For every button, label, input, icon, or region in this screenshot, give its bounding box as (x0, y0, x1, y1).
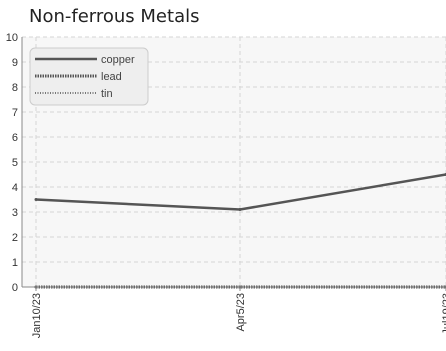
y-tick-label: 0 (12, 282, 18, 294)
y-tick-label: 10 (6, 32, 18, 44)
y-tick-label: 1 (12, 257, 18, 269)
y-tick-label: 5 (12, 157, 18, 169)
legend-label-lead: lead (101, 71, 122, 83)
y-tick-label: 8 (12, 82, 18, 94)
x-tick-label: Jan10/23 (31, 293, 43, 338)
data-point-tin (34, 285, 38, 289)
y-tick-label: 4 (12, 182, 18, 194)
y-tick-label: 2 (12, 232, 18, 244)
y-tick-label: 7 (12, 107, 18, 119)
y-tick-label: 6 (12, 132, 18, 144)
legend-label-copper: copper (101, 54, 135, 66)
legend: copper lead tin (29, 47, 149, 106)
x-tick-label: Jul19/23 (441, 293, 446, 335)
y-tick-label: 9 (12, 57, 18, 69)
data-point-copper (34, 198, 38, 201)
y-tick-label: 3 (12, 207, 18, 219)
data-point-tin (238, 285, 242, 289)
chart-title: Non-ferrous Metals (29, 6, 200, 27)
x-tick-label: Apr5/23 (235, 293, 247, 332)
data-point-copper (238, 208, 242, 211)
legend-label-tin: tin (101, 88, 113, 100)
